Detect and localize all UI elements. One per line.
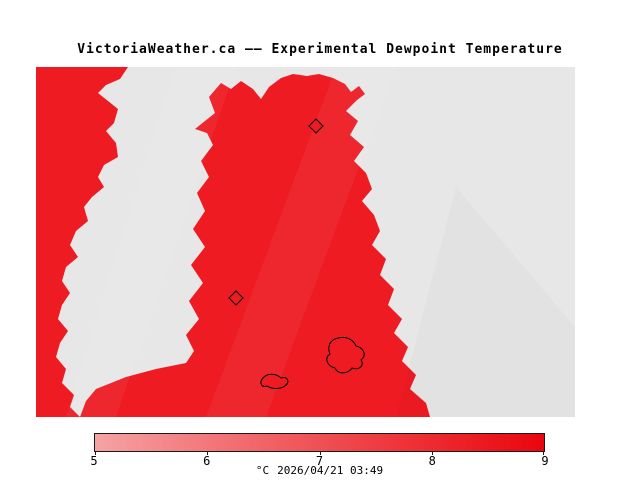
page-title: VictoriaWeather.ca —— Experimental Dewpo… — [77, 42, 563, 57]
tick-label: 6 — [203, 454, 211, 468]
colorbar-tick-labels: 5 6 7 8 9 — [90, 454, 549, 468]
shading-streak-1 — [66, 67, 236, 417]
land-region-west — [36, 67, 128, 417]
tick-label: 7 — [315, 454, 324, 468]
tick-label: 8 — [428, 454, 436, 468]
map-canvas — [36, 67, 575, 417]
colorbar-area: 5 6 7 8 9 °C 2026/04/21 03:49 — [90, 433, 549, 477]
colorbar-tick — [207, 451, 209, 455]
dewpoint-map-svg — [36, 67, 575, 417]
colorbar-tick — [319, 451, 321, 455]
tick-label: 5 — [90, 454, 98, 468]
island-outline-large — [326, 336, 365, 374]
colorbar-tick — [431, 451, 433, 455]
colorbar-tick — [95, 451, 96, 455]
shading-streak-2 — [206, 67, 396, 417]
colorbar — [94, 433, 545, 455]
station-marker-south — [228, 290, 244, 306]
tick-label: 9 — [541, 454, 549, 468]
station-marker-north — [308, 118, 324, 134]
colorbar-caption: °C 2026/04/21 03:49 — [94, 464, 545, 477]
colorbar-tick — [543, 451, 544, 455]
land-region-central — [80, 74, 430, 417]
unit-label: °C — [255, 464, 270, 477]
land-spit — [195, 113, 217, 133]
timestamp: 2026/04/21 03:49 — [277, 464, 384, 477]
island-outline-small — [260, 373, 289, 389]
